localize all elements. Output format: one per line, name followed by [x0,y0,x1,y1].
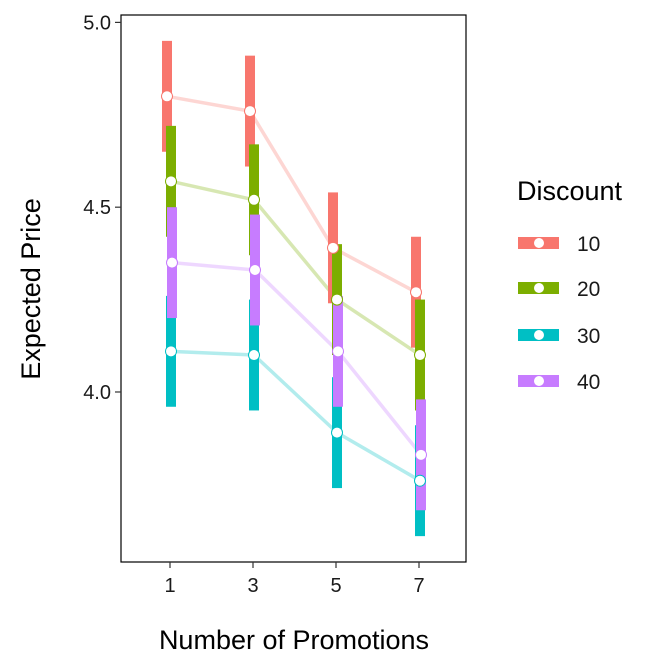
y-axis-title: Expected Price [16,198,46,380]
series-line-30 [170,349,421,483]
series-line-40 [171,260,423,456]
series-line-20 [170,179,421,357]
series-lines [166,94,423,483]
data-points [161,90,427,487]
legend-label-10: 10 [577,233,600,256]
point-40-1 [166,256,178,269]
point-10-3 [244,105,256,118]
point-20-7 [414,349,426,362]
point-10-7 [410,286,422,299]
x-tick-label: 1 [164,575,175,597]
legend-key-point-30 [533,329,545,341]
x-axis: 1 3 5 7 [164,562,425,597]
point-40-7 [415,448,427,461]
y-tick-label: 4.5 [83,197,111,219]
point-40-3 [249,264,261,277]
plot-panel-border [120,14,467,563]
x-axis-title: Number of Promotions [159,625,429,655]
point-30-1 [165,345,177,358]
legend-label-30: 30 [577,325,600,348]
point-10-1 [161,90,173,103]
x-tick-label: 5 [330,575,341,597]
legend-label-40: 40 [577,371,600,394]
point-20-5 [331,293,343,306]
legend-key-point-40 [533,375,545,387]
y-axis: 4.0 4.5 5.0 [83,12,121,404]
legend-key-point-10 [533,237,545,249]
point-30-5 [331,426,343,439]
point-20-3 [248,193,260,206]
point-30-7 [414,474,426,487]
point-30-3 [248,349,260,362]
y-tick-label: 5.0 [83,12,111,34]
point-10-5 [327,241,339,254]
x-tick-label: 7 [413,575,424,597]
series-line-10 [166,94,417,294]
point-20-1 [165,175,177,188]
legend-label-20: 20 [577,278,600,301]
legend-title: Discount [517,176,623,206]
legend: Discount 10 20 30 40 [517,176,623,394]
legend-key-point-20 [533,282,545,294]
y-tick-label: 4.0 [83,382,111,404]
x-tick-label: 3 [247,575,258,597]
point-40-5 [332,345,344,358]
